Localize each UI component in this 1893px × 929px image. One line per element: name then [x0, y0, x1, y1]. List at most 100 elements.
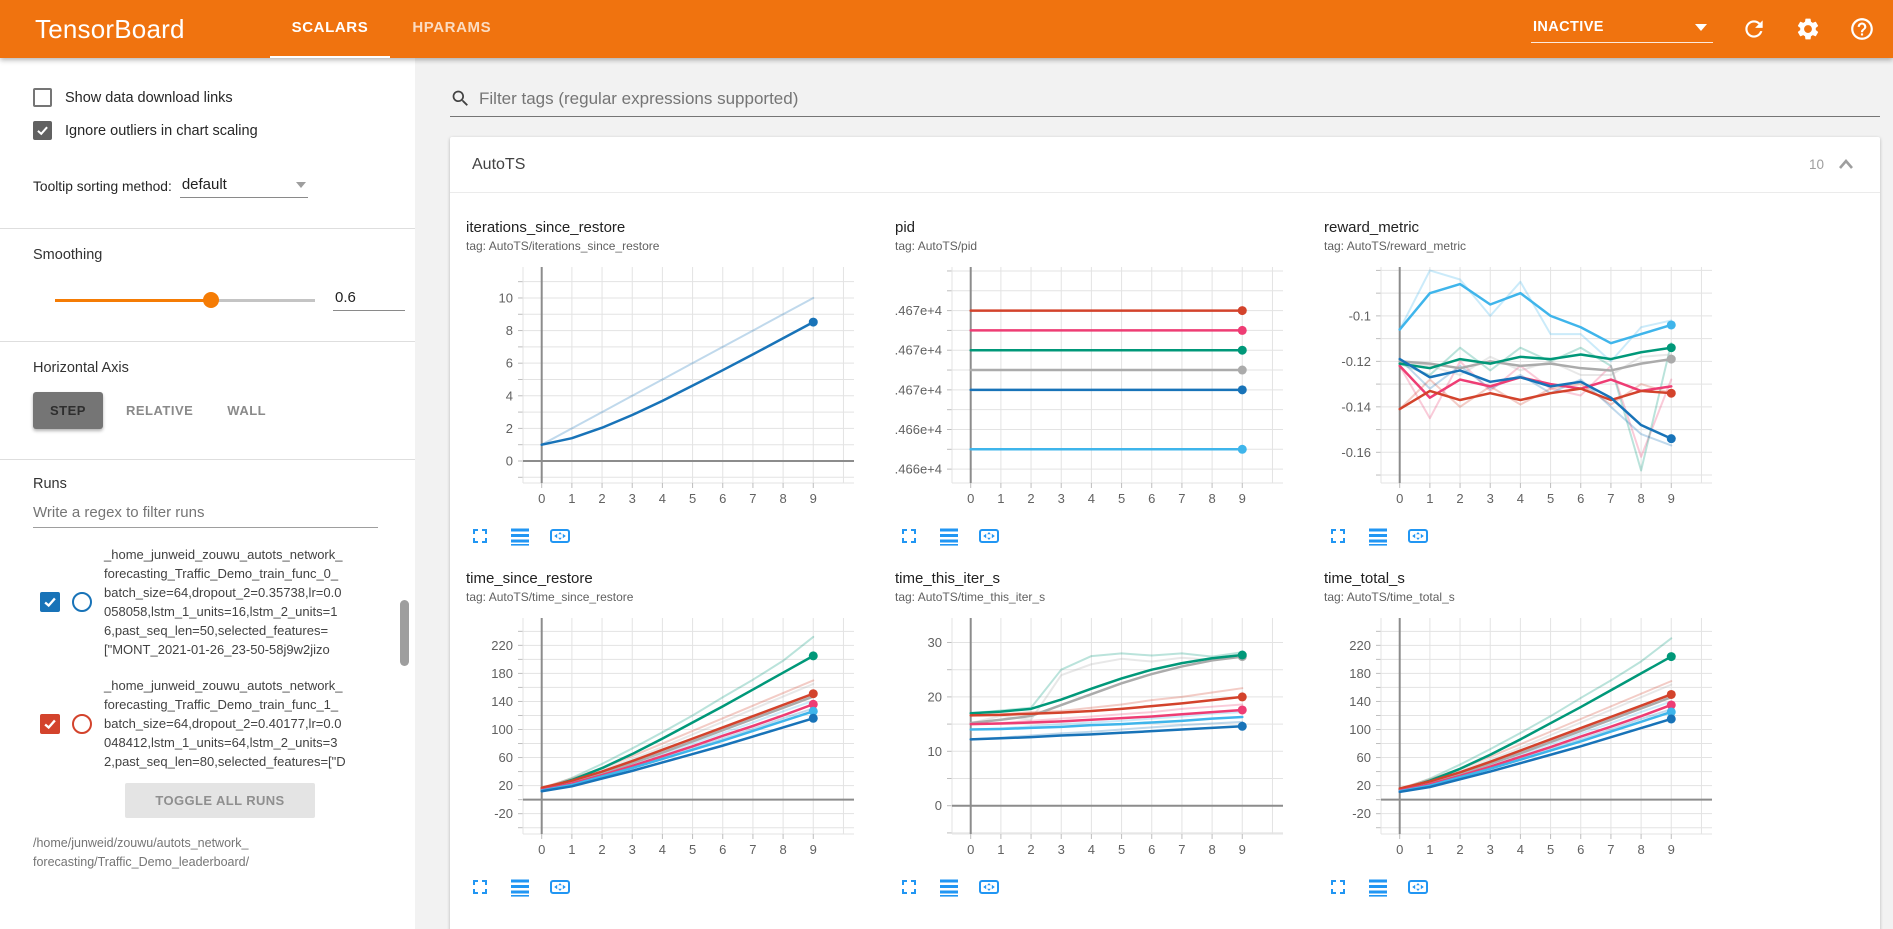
svg-text:2.467e+4: 2.467e+4 — [895, 382, 942, 397]
fit-domain-icon[interactable] — [548, 524, 572, 548]
run-item: _home_junweid_zouwu_autots_network_ fore… — [33, 676, 410, 771]
fit-domain-icon[interactable] — [1406, 875, 1430, 899]
svg-text:2.467e+4: 2.467e+4 — [895, 303, 942, 318]
chart-plot[interactable]: 220 180 140 100 60 20 -20 0 1 2 3 4 5 6 7 8 9 — [1324, 612, 1753, 869]
svg-text:7: 7 — [1178, 491, 1185, 506]
chart-toolbar — [897, 524, 1324, 548]
expand-chart-icon[interactable] — [897, 875, 921, 899]
chart-title: pid — [895, 219, 916, 236]
settings-icon[interactable] — [1795, 16, 1821, 42]
status-dropdown[interactable]: INACTIVE — [1531, 15, 1713, 43]
tooltip-sorting-label: Tooltip sorting method: — [33, 179, 172, 194]
show-download-links-checkbox[interactable] — [33, 88, 52, 107]
smoothing-value[interactable]: 0.6 — [333, 289, 405, 311]
svg-text:1: 1 — [568, 491, 575, 506]
chart-plot[interactable]: -0.1 -0.12 -0.14 -0.16 0 1 2 3 4 5 6 7 8 9 — [1324, 261, 1753, 518]
svg-text:0: 0 — [1396, 491, 1403, 506]
run-data-table-icon[interactable] — [1366, 875, 1390, 899]
svg-text:3: 3 — [1058, 491, 1065, 506]
axis-wall-button[interactable]: WALL — [227, 403, 267, 418]
axis-relative-button[interactable]: RELATIVE — [125, 403, 194, 418]
collapse-section-icon[interactable] — [1834, 153, 1858, 177]
svg-text:220: 220 — [491, 638, 513, 653]
runs-filter-input[interactable] — [33, 492, 378, 528]
fit-domain-icon[interactable] — [548, 875, 572, 899]
svg-text:8: 8 — [1208, 491, 1215, 506]
autots-section-card: AutoTS 10 iterations_since_restore tag: … — [450, 137, 1880, 929]
svg-text:9: 9 — [1668, 842, 1675, 857]
chart-tag: tag: AutoTS/pid — [895, 239, 978, 253]
sidebar-scrollbar[interactable] — [400, 600, 409, 666]
expand-chart-icon[interactable] — [468, 875, 492, 899]
svg-text:4: 4 — [1517, 491, 1524, 506]
svg-text:2: 2 — [1456, 842, 1463, 857]
expand-chart-icon[interactable] — [1326, 524, 1350, 548]
smoothing-slider[interactable] — [55, 292, 315, 308]
svg-text:2: 2 — [598, 842, 605, 857]
fit-domain-icon[interactable] — [1406, 524, 1430, 548]
section-header[interactable]: AutoTS 10 — [450, 137, 1880, 193]
app-title: TensorBoard — [35, 13, 185, 44]
svg-text:9: 9 — [1239, 491, 1246, 506]
ignore-outliers-checkbox[interactable] — [33, 121, 52, 140]
run-data-table-icon[interactable] — [937, 875, 961, 899]
svg-text:2: 2 — [1027, 842, 1034, 857]
run-data-table-icon[interactable] — [508, 875, 532, 899]
header-actions: INACTIVE — [1531, 15, 1875, 43]
fit-domain-icon[interactable] — [977, 524, 1001, 548]
run-item: _home_junweid_zouwu_autots_network_ fore… — [33, 545, 410, 659]
run-radio[interactable] — [72, 592, 92, 612]
fit-domain-icon[interactable] — [977, 875, 1001, 899]
svg-text:140: 140 — [491, 694, 513, 709]
show-download-links-row: Show data download links — [33, 88, 410, 107]
expand-chart-icon[interactable] — [468, 524, 492, 548]
tab-hparams[interactable]: HPARAMS — [412, 19, 492, 36]
chart-plot[interactable]: 0 2 4 6 8 10 0 1 2 3 4 5 6 7 8 9 — [466, 261, 895, 518]
svg-text:-0.1: -0.1 — [1349, 308, 1371, 323]
run-name: _home_junweid_zouwu_autots_network_ fore… — [104, 678, 346, 769]
svg-text:0: 0 — [1396, 842, 1403, 857]
svg-text:2.466e+4: 2.466e+4 — [895, 462, 942, 477]
run-radio[interactable] — [72, 713, 92, 734]
svg-text:5: 5 — [689, 491, 696, 506]
chart-plot[interactable]: 2.467e+4 2.467e+4 2.467e+4 2.466e+4 2.466e+4… — [887, 261, 1324, 518]
help-icon[interactable] — [1849, 16, 1875, 42]
svg-text:8: 8 — [506, 323, 513, 338]
chart-tag: tag: AutoTS/reward_metric — [1324, 239, 1467, 253]
tab-scalars[interactable]: SCALARS — [269, 0, 391, 58]
run-checkbox[interactable] — [40, 713, 60, 734]
run-data-table-icon[interactable] — [508, 524, 532, 548]
tag-filter-input[interactable] — [479, 88, 1880, 109]
smoothing-slider-knob[interactable] — [203, 292, 219, 308]
horizontal-axis-label: Horizontal Axis — [33, 360, 129, 376]
chart-toolbar — [1326, 875, 1753, 899]
svg-text:2.466e+4: 2.466e+4 — [895, 422, 942, 437]
svg-text:180: 180 — [1349, 666, 1371, 681]
svg-text:0: 0 — [506, 453, 513, 468]
chart-block: iterations_since_restore tag: AutoTS/ite… — [466, 219, 895, 564]
chart-plot[interactable]: 220 180 140 100 60 20 -20 0 1 2 3 4 5 6 7 8 9 — [466, 612, 895, 869]
chart-plot[interactable]: 30 20 10 0 0 1 2 3 4 5 6 7 8 9 — [895, 612, 1324, 869]
runs-label: Runs — [33, 476, 67, 492]
svg-text:20: 20 — [928, 689, 942, 704]
tooltip-sorting-row: Tooltip sorting method: default — [33, 176, 410, 198]
expand-chart-icon[interactable] — [1326, 875, 1350, 899]
run-data-table-icon[interactable] — [937, 524, 961, 548]
smoothing-slider-row: 0.6 — [33, 289, 410, 311]
toggle-all-runs-button[interactable]: TOGGLE ALL RUNS — [125, 783, 315, 818]
run-data-table-icon[interactable] — [1366, 524, 1390, 548]
axis-step-button[interactable]: STEP — [33, 392, 103, 429]
refresh-icon[interactable] — [1741, 16, 1767, 42]
svg-text:2: 2 — [1027, 491, 1034, 506]
tooltip-sorting-select[interactable]: default — [179, 176, 308, 198]
run-checkbox[interactable] — [40, 592, 60, 612]
expand-chart-icon[interactable] — [897, 524, 921, 548]
svg-text:7: 7 — [749, 842, 756, 857]
svg-text:20: 20 — [499, 778, 513, 793]
charts-grid: iterations_since_restore tag: AutoTS/ite… — [450, 193, 1880, 921]
svg-text:4: 4 — [1088, 842, 1095, 857]
ignore-outliers-row: Ignore outliers in chart scaling — [33, 121, 410, 140]
section-title: AutoTS — [472, 155, 526, 173]
svg-text:5: 5 — [1118, 491, 1125, 506]
svg-text:6: 6 — [1148, 491, 1155, 506]
